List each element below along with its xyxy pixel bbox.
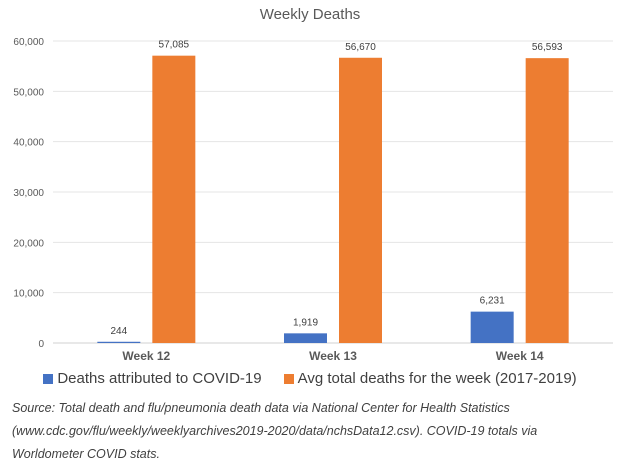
chart-plot: 0 10,000 20,000 30,000 40,000 50,000 60,000 24… [13,37,613,363]
data-label: 56,593 [532,42,563,53]
x-tick-label: Week 14 [496,349,544,363]
y-axis-ticks: 0 10,000 20,000 30,000 40,000 50,000 60,000 [13,37,44,350]
bar-avg-week-14 [525,58,569,344]
bar-avg-week-13 [339,57,382,344]
data-labels: 244 57,085 1,919 56,670 6,231 56,593 [110,40,562,337]
y-tick-label: 0 [38,339,44,350]
legend-label-covid: Deaths attributed to COVID-19 [57,370,262,387]
legend-item-covid: Deaths attributed to COVID-19 [43,370,262,387]
gridlines [53,40,613,344]
y-tick-label: 30,000 [13,188,44,199]
y-tick-label: 10,000 [13,289,44,300]
x-axis-ticks: Week 12 Week 13 Week 14 [122,349,543,363]
data-label: 244 [110,326,127,337]
legend: Deaths attributed to COVID-19 Avg total … [0,370,620,387]
bar-covid-week-14 [470,311,514,343]
bars [97,55,569,344]
x-tick-label: Week 13 [309,349,357,363]
bar-avg-week-12 [152,55,196,343]
y-tick-label: 50,000 [13,87,44,98]
legend-swatch-avg [283,373,294,384]
legend-swatch-covid [43,373,54,384]
source-note: Source: Total death and flu/pneumonia de… [12,401,538,461]
bar-covid-week-12 [97,341,141,343]
data-label: 6,231 [480,296,505,307]
y-tick-label: 60,000 [13,37,44,48]
y-tick-label: 40,000 [13,138,44,149]
bar-covid-week-13 [284,333,327,343]
data-label: 1,919 [293,317,318,328]
x-tick-label: Week 12 [122,349,170,363]
legend-label-avg: Avg total deaths for the week (2017-2019… [297,370,577,387]
data-label: 56,670 [345,42,376,53]
chart-title: Weekly Deaths [259,6,361,23]
y-tick-label: 20,000 [13,238,44,249]
legend-item-avg: Avg total deaths for the week (2017-2019… [283,370,577,387]
data-label: 57,085 [159,40,190,51]
